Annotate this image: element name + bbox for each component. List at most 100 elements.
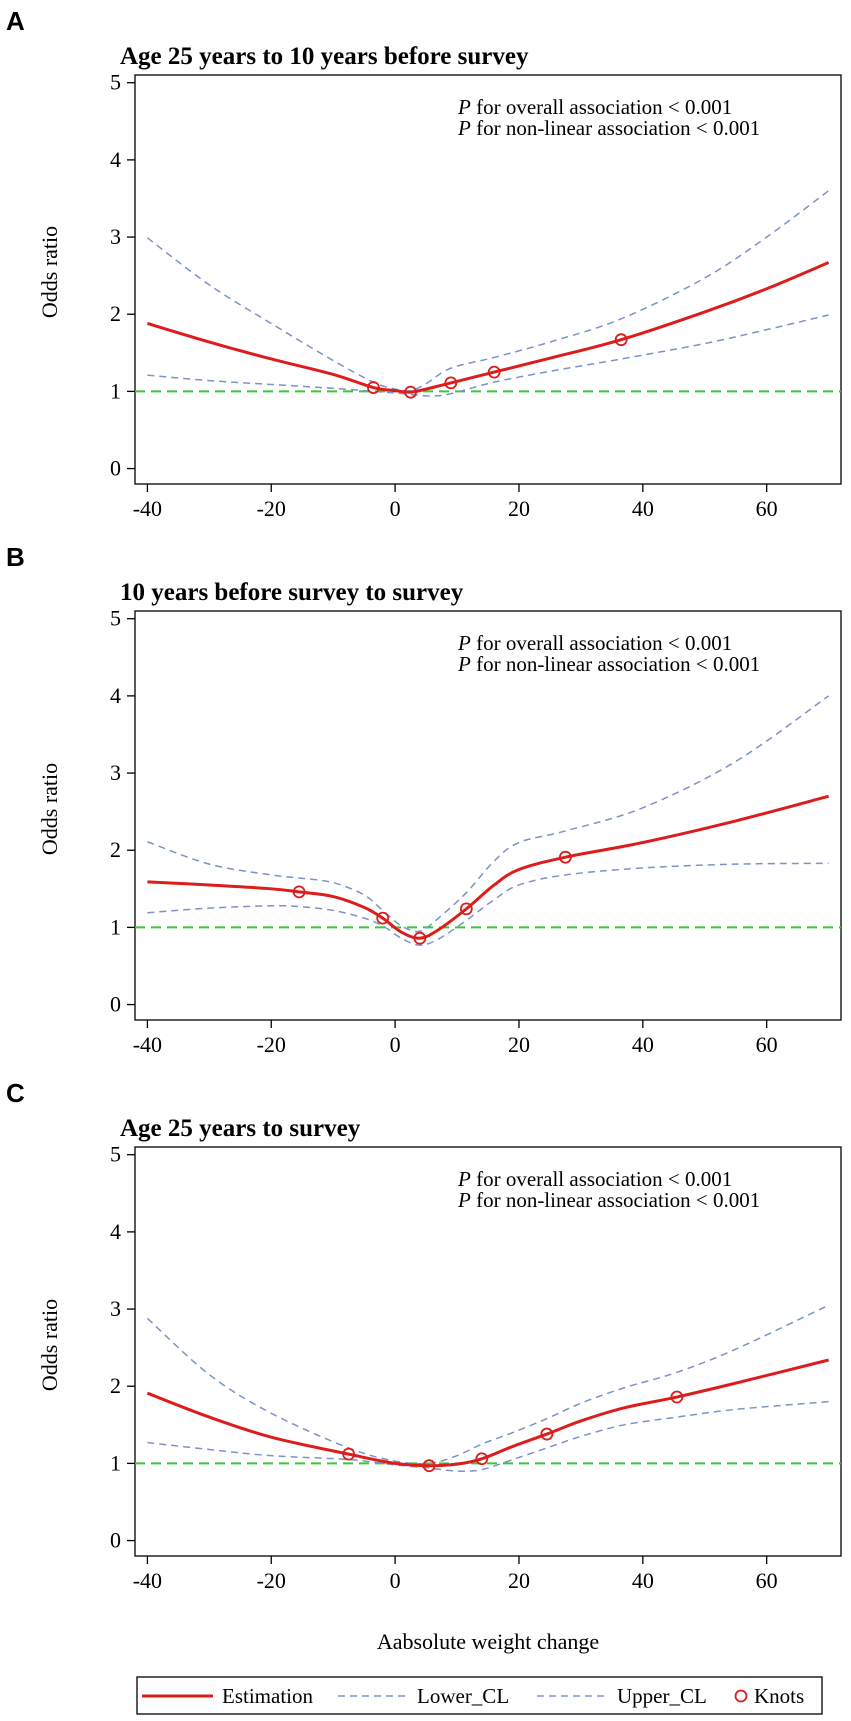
annotation-nonlinear: P for non-linear association < 0.001 [457, 116, 760, 140]
series-lines [135, 695, 841, 946]
y-tick-label: 0 [110, 992, 121, 1017]
legend-item-knots: Knots [734, 1684, 804, 1708]
knot-point [614, 333, 628, 347]
x-axis-title: Aabsolute weight change [377, 1629, 599, 1654]
legend-label-lower-cl: Lower_CL [417, 1684, 509, 1708]
series-line-lower-cl [147, 314, 829, 397]
x-tick-label: -40 [133, 496, 162, 521]
panel-b: B 10 years before survey to survey Odds … [6, 542, 842, 1057]
series-line-estimation [146, 1358, 829, 1468]
knot-point [342, 1447, 356, 1461]
panel-c: C Age 25 years to survey Odds ratio P fo… [6, 1078, 842, 1593]
y-tick-label: 5 [110, 1142, 121, 1167]
x-tick-label: 0 [390, 496, 401, 521]
knot-point [367, 381, 380, 394]
panel-title: Age 25 years to 10 years before survey [120, 43, 529, 70]
knot-point [404, 385, 417, 399]
knot-markers [367, 333, 628, 399]
y-tick-label: 5 [110, 70, 121, 95]
legend: Estimation Lower_CL Upper_CL Knots [136, 1676, 823, 1715]
x-tick-label: 60 [756, 1568, 778, 1593]
series-lines [135, 190, 841, 397]
series-line-upper-cl [146, 190, 830, 392]
annotation-nonlinear: P for non-linear association < 0.001 [457, 652, 760, 676]
axis-ticks: -40 -20 0 20 40 60 0 1 2 3 4 5 [110, 70, 778, 521]
y-axis-title: Odds ratio [37, 763, 62, 855]
y-axis-title: Odds ratio [37, 1299, 62, 1391]
knot-point [475, 1452, 489, 1466]
x-tick-label: 20 [508, 496, 530, 521]
annotation-overall: P for overall association < 0.001 [457, 95, 732, 119]
series-line-upper-cl [147, 695, 830, 933]
legend-swatch-knots [734, 1689, 748, 1703]
x-tick-label: 40 [632, 1568, 654, 1593]
y-tick-label: 4 [110, 683, 121, 708]
legend-item-estimation: Estimation [142, 1684, 313, 1708]
annotation-overall: P for overall association < 0.001 [457, 1167, 732, 1191]
knot-markers [292, 850, 572, 945]
x-tick-label: 0 [390, 1032, 401, 1057]
y-axis-title: Odds ratio [37, 226, 62, 318]
axis-ticks: -40 -20 0 20 40 60 0 1 2 3 4 5 [110, 1142, 778, 1593]
x-tick-label: -20 [257, 1032, 286, 1057]
panel-letter: C [6, 1078, 25, 1108]
y-tick-label: 0 [110, 1528, 121, 1553]
legend-label-upper-cl: Upper_CL [617, 1684, 707, 1708]
y-tick-label: 4 [110, 147, 121, 172]
legend-item-lower-cl: Lower_CL [338, 1684, 509, 1708]
x-tick-label: 60 [756, 496, 778, 521]
knot-point [540, 1427, 554, 1441]
y-tick-label: 2 [110, 1373, 121, 1398]
x-tick-label: 20 [508, 1568, 530, 1593]
plot-frame [134, 74, 842, 485]
legend-box [136, 1676, 823, 1715]
knot-point [376, 911, 390, 925]
knot-point [459, 902, 473, 916]
knot-point [413, 931, 427, 945]
x-tick-label: 0 [390, 1568, 401, 1593]
y-tick-label: 4 [110, 1219, 121, 1244]
x-tick-label: 60 [756, 1032, 778, 1057]
annotation-overall: P for overall association < 0.001 [457, 631, 732, 655]
x-tick-label: -20 [257, 1568, 286, 1593]
x-tick-label: -40 [133, 1568, 162, 1593]
plot-frame [134, 610, 842, 1021]
y-tick-label: 3 [110, 224, 121, 249]
series-line-upper-cl [146, 1304, 829, 1465]
knot-point [559, 850, 572, 864]
legend-label-knots: Knots [754, 1684, 804, 1708]
knot-point [444, 376, 458, 390]
panel-title: 10 years before survey to survey [120, 579, 464, 606]
panel-letter: B [6, 542, 25, 572]
series-line-lower-cl [147, 1400, 829, 1473]
knot-point [670, 1390, 684, 1404]
y-tick-label: 0 [110, 456, 121, 481]
x-tick-label: 20 [508, 1032, 530, 1057]
plot-frame [134, 1146, 842, 1557]
y-tick-label: 1 [110, 1450, 121, 1475]
knot-point [422, 1459, 436, 1473]
y-tick-label: 3 [110, 760, 121, 785]
y-tick-label: 1 [110, 914, 121, 939]
legend-label-estimation: Estimation [222, 1684, 313, 1708]
annotation-nonlinear: P for non-linear association < 0.001 [457, 1188, 760, 1212]
panel-a: A Age 25 years to 10 years before survey… [6, 6, 842, 521]
x-tick-label: 40 [632, 496, 654, 521]
panel-letter: A [6, 6, 25, 36]
x-tick-label: -40 [133, 1032, 162, 1057]
x-tick-label: -20 [257, 496, 286, 521]
knot-point [292, 885, 306, 899]
knot-markers [342, 1390, 684, 1473]
series-line-estimation [146, 261, 830, 394]
series-lines [135, 1304, 841, 1473]
panel-title: Age 25 years to survey [120, 1115, 361, 1142]
y-tick-label: 2 [110, 837, 121, 862]
y-tick-label: 5 [110, 606, 121, 631]
axis-ticks: -40 -20 0 20 40 60 0 1 2 3 4 5 [110, 606, 778, 1057]
y-tick-label: 3 [110, 1296, 121, 1321]
y-tick-label: 2 [110, 301, 121, 326]
legend-item-upper-cl: Upper_CL [537, 1684, 707, 1708]
knot-point [487, 365, 501, 379]
y-tick-label: 1 [110, 378, 121, 403]
